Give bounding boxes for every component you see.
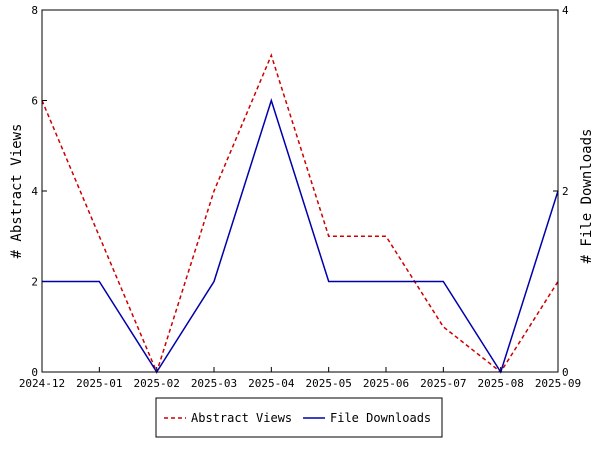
- y-tick-label: 2: [31, 276, 38, 289]
- y2-axis-title: # File Downloads: [579, 129, 595, 264]
- x-tick-label: 2025-09: [535, 377, 581, 390]
- y-tick-label: 4: [31, 185, 38, 198]
- y-tick-labels: 0 2 4 6 8: [31, 4, 38, 379]
- series-line-file-downloads: [42, 98, 559, 374]
- x-tick-label: 2025-07: [420, 377, 466, 390]
- y2-tick-label: 4: [562, 4, 569, 17]
- x-tick-label: 2025-03: [191, 377, 237, 390]
- series-line-abstract-views: [41, 53, 559, 375]
- plot-frame: [41, 9, 559, 373]
- x-tick-label: 2025-02: [133, 377, 179, 390]
- series-lines: [41, 53, 559, 375]
- y-tick-label: 6: [31, 95, 38, 108]
- x-tick-label: 2025-01: [76, 377, 122, 390]
- x-tick-label: 2025-08: [477, 377, 523, 390]
- legend-label-abstract-views: Abstract Views: [191, 411, 292, 425]
- y-tick-label: 8: [31, 4, 38, 17]
- y-axis-title: # Abstract Views: [9, 124, 25, 259]
- x-tick-labels: 2024-12 2025-01 2025-02 2025-03 2025-04 2025-…: [19, 377, 581, 390]
- x-tick-label: 2025-05: [305, 377, 351, 390]
- x-tick-label: 2025-04: [248, 377, 295, 390]
- legend-box: [155, 397, 443, 438]
- x-tick-label: 2024-12: [19, 377, 65, 390]
- y2-tick-label: 0: [562, 366, 569, 379]
- legend: Abstract Views File Downloads: [155, 397, 443, 438]
- y-tick-label: 0: [31, 366, 38, 379]
- y2-tick-label: 2: [562, 185, 569, 198]
- legend-label-file-downloads: File Downloads: [330, 411, 431, 425]
- y2-tick-labels: 0 2 4: [562, 4, 569, 379]
- x-tick-label: 2025-06: [363, 377, 409, 390]
